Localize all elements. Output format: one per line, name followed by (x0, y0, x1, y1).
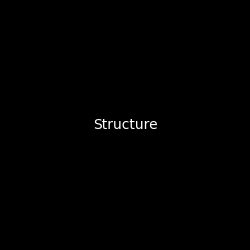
Text: Structure: Structure (93, 118, 157, 132)
